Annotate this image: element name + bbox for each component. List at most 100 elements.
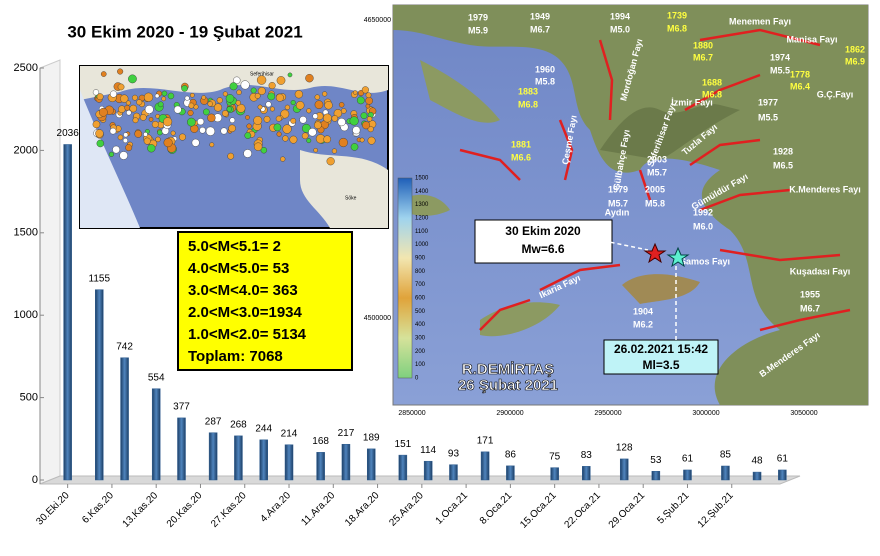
map-label: M6.6 — [511, 152, 531, 162]
event-dot — [314, 121, 322, 129]
y-tick-label: 500 — [20, 392, 38, 404]
event-dot — [173, 105, 182, 114]
bar — [316, 452, 325, 481]
event-dot — [250, 87, 257, 94]
bar — [721, 465, 730, 481]
event-dot — [275, 115, 282, 122]
map-label: K.Menderes Fayı — [789, 184, 861, 194]
event-dot — [167, 92, 175, 100]
value-label: 171 — [477, 435, 494, 446]
event-dot — [163, 138, 173, 148]
map-x-label: 2850000 — [398, 410, 425, 417]
bar — [284, 444, 294, 481]
value-label: 268 — [230, 419, 247, 430]
value-label: 377 — [173, 402, 190, 413]
event-dot — [362, 121, 371, 130]
value-label: 53 — [650, 455, 662, 466]
map-label: 1979 — [608, 184, 628, 194]
event-dot — [132, 117, 139, 124]
value-label: 168 — [312, 436, 329, 447]
map-label: 1862 — [845, 44, 865, 54]
event-label: Mw=6.6 — [521, 242, 564, 256]
value-label: 83 — [581, 450, 593, 461]
map-label: 1928 — [773, 146, 793, 156]
event-dot — [276, 76, 286, 85]
event-dot — [96, 139, 105, 148]
event-dot — [229, 82, 238, 91]
event-dot — [117, 68, 124, 75]
event-dot — [352, 126, 361, 135]
event-dot — [257, 87, 266, 95]
event-dot — [360, 112, 368, 120]
event-dot — [186, 117, 196, 127]
colorbar-label: 800 — [415, 269, 426, 275]
event-dot — [188, 102, 195, 109]
event-dot — [365, 97, 373, 105]
event-dot — [205, 126, 216, 136]
event-dot — [349, 116, 359, 126]
event-dot — [306, 138, 312, 144]
event-dot — [337, 117, 346, 127]
value-label: 48 — [751, 456, 763, 467]
event-dot — [365, 92, 372, 99]
event-dot — [263, 115, 271, 123]
bar — [259, 439, 268, 481]
event-dot — [244, 132, 252, 139]
map-label: 1949 — [530, 11, 550, 21]
map-label: Kuşadası Fayı — [790, 266, 851, 276]
colorbar-label: 0 — [415, 376, 419, 382]
event-dot — [143, 92, 154, 102]
floor — [39, 475, 801, 485]
map-label: M6.7 — [800, 303, 820, 313]
event-dot — [125, 100, 131, 106]
event-dot — [136, 99, 143, 106]
y-tick-label: 0 — [32, 474, 38, 486]
bar — [778, 469, 787, 481]
map-label: M6.0 — [693, 221, 713, 231]
colorbar-label: 500 — [415, 309, 426, 315]
event-dot — [191, 138, 200, 147]
event-dot — [120, 94, 129, 103]
event-dot — [98, 107, 108, 117]
event-dot — [123, 132, 129, 138]
map-label: M5.8 — [645, 198, 665, 208]
event-label: Ml=3.5 — [642, 358, 679, 372]
event-dot — [331, 115, 339, 122]
event-dot — [290, 118, 297, 124]
map-label: 1992 — [693, 207, 713, 217]
event-dot — [108, 151, 115, 157]
bar — [619, 458, 629, 481]
event-dot — [294, 90, 303, 99]
y-tick-label: 2500 — [14, 62, 38, 74]
event-dot — [154, 93, 160, 99]
map-label: 1688 — [702, 77, 722, 87]
event-dot — [331, 148, 337, 154]
map-label: M6.8 — [518, 99, 538, 109]
callout-arrow — [589, 237, 677, 340]
event-dot — [312, 113, 318, 119]
bar — [506, 465, 515, 481]
value-label: 742 — [116, 341, 133, 352]
map-label: Aydın — [605, 207, 630, 217]
event-dot — [207, 113, 216, 122]
event-dot — [92, 89, 100, 96]
bar — [151, 388, 161, 481]
map-label: M5.8 — [535, 76, 555, 86]
event-dot — [110, 90, 117, 98]
event-label: 26.02.2021 15:42 — [614, 342, 708, 356]
event-dot — [361, 86, 369, 94]
colorbar-label: 1400 — [415, 189, 429, 195]
map-x-label: 3050000 — [790, 410, 817, 417]
map-label: Menemen Fayı — [729, 16, 791, 26]
value-label: 85 — [720, 450, 732, 461]
map-label: 1880 — [693, 40, 713, 50]
event-dot — [178, 133, 186, 141]
event-dot — [209, 142, 215, 148]
event-dot — [235, 100, 241, 106]
event-dot — [109, 127, 117, 135]
map-label: M6.4 — [790, 81, 810, 91]
map-label: M6.5 — [773, 160, 793, 170]
value-label: 61 — [682, 454, 694, 465]
event-dot — [301, 123, 311, 133]
